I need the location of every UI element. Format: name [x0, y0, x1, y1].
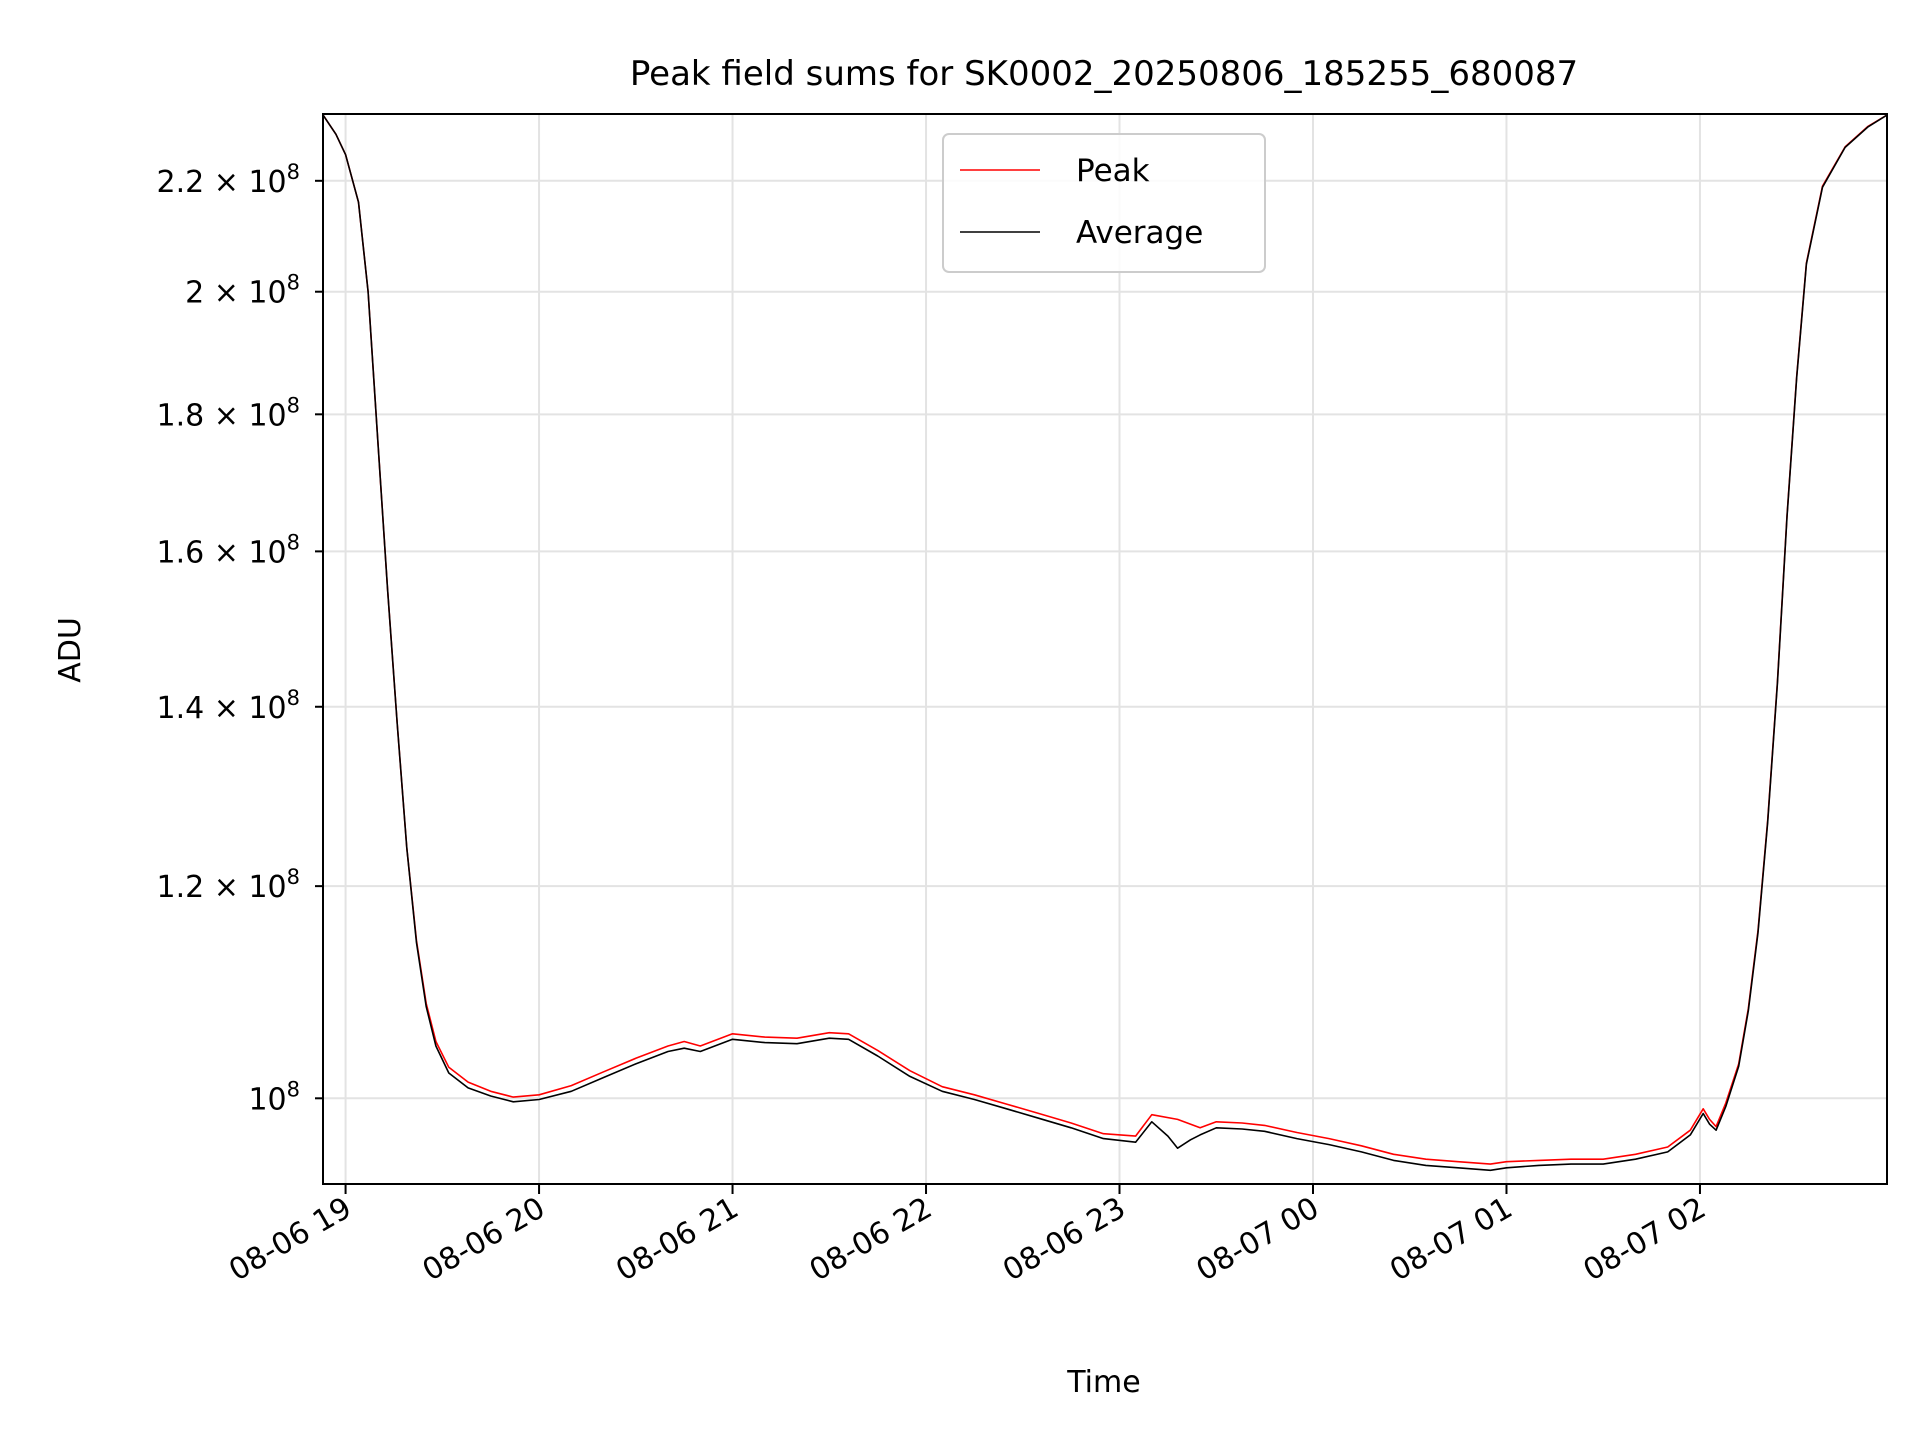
x-axis-label: Time: [1066, 1365, 1140, 1400]
y-tick-label: 1.6 × 108: [157, 530, 300, 570]
chart-title: Peak field sums for SK0002_20250806_1852…: [630, 54, 1578, 94]
series-line-average: [323, 114, 1887, 1172]
y-tick-label: 1.2 × 108: [157, 865, 300, 905]
series-line-peak: [323, 114, 1887, 1165]
legend-frame: [942, 133, 1266, 273]
legend: Peak Average: [942, 133, 1266, 273]
plot-frame: [322, 113, 1888, 1185]
y-tick-label: 1.8 × 108: [157, 393, 300, 433]
y-tick-label: 2.2 × 108: [157, 160, 300, 200]
y-tick-label: 108: [248, 1077, 300, 1117]
y-tick-label: 1.4 × 108: [157, 686, 300, 726]
legend-label-peak: Peak: [1076, 153, 1150, 189]
y-axis-label: ADU: [53, 617, 88, 683]
legend-label-average: Average: [1076, 215, 1203, 251]
y-tick-label: 2 × 108: [185, 271, 300, 311]
series-layer: [323, 114, 1887, 1172]
y-axis: 108 1.2 × 108 1.4 × 108 1.6 × 108 1.8 × 108 2…: [157, 160, 323, 1117]
